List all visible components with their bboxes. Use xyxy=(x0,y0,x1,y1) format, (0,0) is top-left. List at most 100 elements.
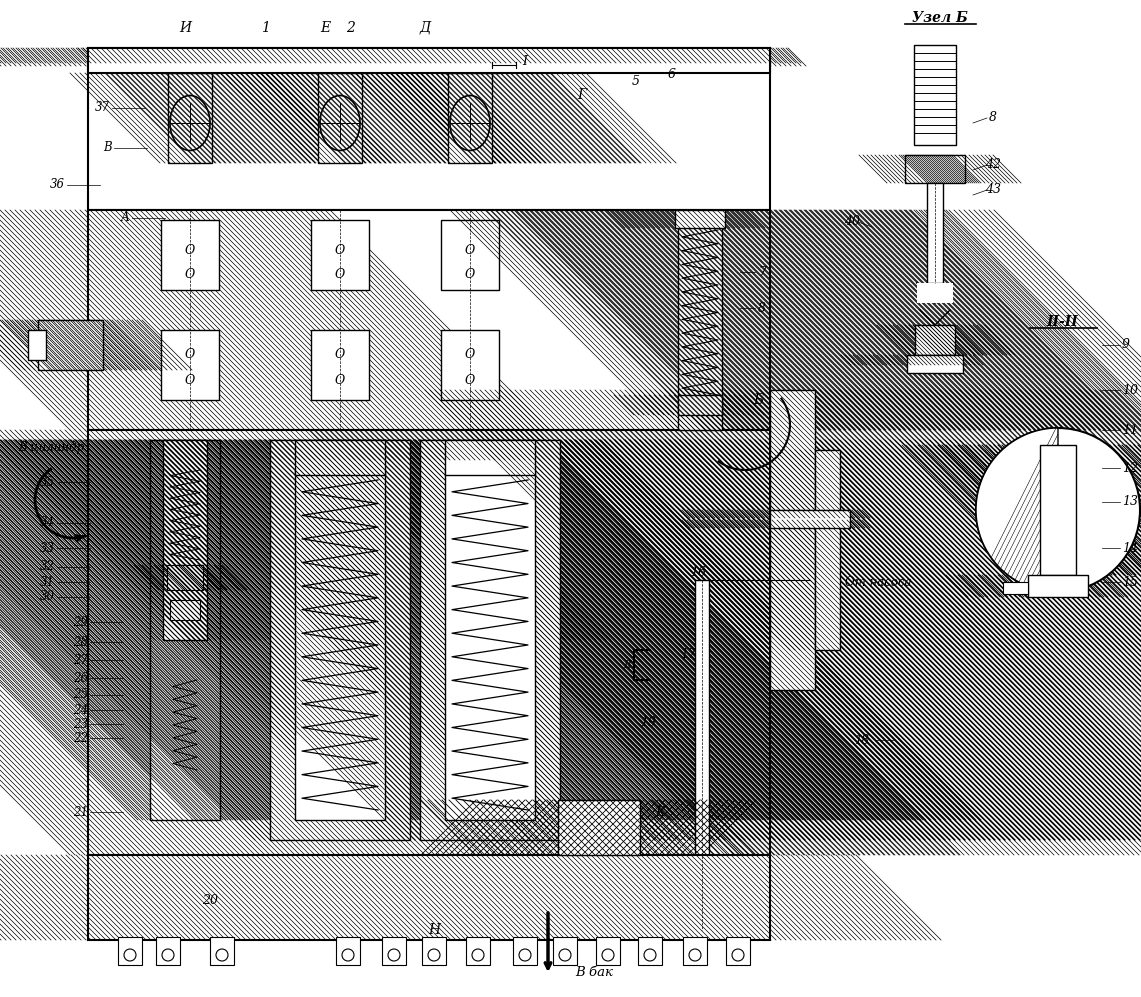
Text: O: O xyxy=(334,243,345,256)
Text: II-II: II-II xyxy=(1046,315,1078,329)
Bar xyxy=(296,440,385,475)
Bar xyxy=(118,937,141,965)
Text: Г: Г xyxy=(577,88,586,102)
Text: 16: 16 xyxy=(690,565,706,578)
Text: 22: 22 xyxy=(73,732,88,745)
Bar xyxy=(88,48,770,63)
Text: Е: Е xyxy=(319,21,330,35)
Text: 17: 17 xyxy=(680,648,696,661)
Text: 40: 40 xyxy=(844,215,860,228)
Bar xyxy=(770,390,815,690)
Bar xyxy=(905,155,923,183)
Bar xyxy=(914,45,956,145)
Bar xyxy=(675,210,725,228)
Bar xyxy=(752,430,770,855)
Bar xyxy=(395,440,410,840)
Text: 14: 14 xyxy=(1122,541,1138,554)
Text: O: O xyxy=(185,268,195,281)
Bar xyxy=(770,510,850,518)
Text: От насоса: От насоса xyxy=(845,575,912,588)
Text: O: O xyxy=(334,349,345,362)
Bar xyxy=(558,800,640,855)
Text: 29: 29 xyxy=(73,615,88,628)
Bar xyxy=(770,390,815,690)
Bar xyxy=(915,325,923,355)
Bar xyxy=(678,210,686,430)
Text: 28: 28 xyxy=(73,635,88,648)
Text: Узел Б: Узел Б xyxy=(912,11,968,25)
Bar xyxy=(926,183,942,283)
Text: В бак: В бак xyxy=(575,965,613,978)
Bar xyxy=(553,937,577,965)
Bar xyxy=(208,440,220,820)
Bar xyxy=(163,440,171,640)
Bar xyxy=(88,210,770,430)
Bar xyxy=(354,73,362,163)
Text: В цилиндр: В цилиндр xyxy=(18,442,84,455)
Text: 42: 42 xyxy=(985,159,1001,171)
Bar xyxy=(70,320,88,370)
Bar xyxy=(88,855,770,940)
Bar xyxy=(311,220,369,290)
Bar xyxy=(1039,445,1076,575)
Text: А: А xyxy=(121,211,130,224)
Bar xyxy=(195,565,203,590)
Text: 11: 11 xyxy=(1122,424,1138,437)
Bar xyxy=(29,330,46,360)
PathPatch shape xyxy=(976,428,1058,592)
Text: O: O xyxy=(185,243,195,256)
Bar xyxy=(88,48,770,210)
Bar xyxy=(442,48,499,73)
Text: 35: 35 xyxy=(40,476,55,489)
Bar xyxy=(161,48,219,73)
Text: 24: 24 xyxy=(73,704,88,717)
Text: O: O xyxy=(464,349,475,362)
Bar xyxy=(420,440,435,840)
Text: 25: 25 xyxy=(73,689,88,702)
Text: 33: 33 xyxy=(40,541,55,554)
Text: II: II xyxy=(624,660,632,670)
Text: 2: 2 xyxy=(346,21,355,35)
Text: 36: 36 xyxy=(50,178,65,191)
Bar xyxy=(296,470,385,820)
Bar xyxy=(545,440,560,840)
Bar xyxy=(513,937,537,965)
Text: 10: 10 xyxy=(1122,384,1138,397)
Bar xyxy=(270,440,285,840)
Bar xyxy=(678,395,722,415)
Text: O: O xyxy=(185,374,195,387)
Bar xyxy=(1068,445,1076,575)
Bar xyxy=(168,73,176,163)
Text: 13: 13 xyxy=(1122,496,1138,508)
Text: В: В xyxy=(104,142,112,155)
Bar xyxy=(678,395,722,415)
Bar xyxy=(947,155,965,183)
Bar xyxy=(167,565,203,590)
Bar xyxy=(596,937,620,965)
Bar xyxy=(915,325,955,355)
Text: 43: 43 xyxy=(985,183,1001,196)
Text: 21: 21 xyxy=(73,806,88,819)
Text: O: O xyxy=(185,349,195,362)
Bar xyxy=(311,48,369,73)
Bar xyxy=(311,330,369,400)
Bar xyxy=(770,520,850,528)
Text: Д: Д xyxy=(420,21,430,35)
Text: 7: 7 xyxy=(758,265,766,278)
Bar xyxy=(770,510,850,528)
Bar xyxy=(167,565,175,590)
Bar xyxy=(445,440,535,460)
Bar xyxy=(88,430,106,855)
Bar xyxy=(678,210,722,430)
Bar xyxy=(199,440,207,640)
Bar xyxy=(161,330,219,400)
Bar xyxy=(1003,582,1028,594)
Text: 18: 18 xyxy=(855,734,869,747)
Bar xyxy=(318,73,362,163)
Text: 26: 26 xyxy=(73,672,88,685)
Bar xyxy=(88,855,770,940)
Bar xyxy=(638,937,662,965)
Text: 8: 8 xyxy=(758,301,766,314)
Text: 19: 19 xyxy=(640,716,656,729)
Bar xyxy=(204,73,212,163)
